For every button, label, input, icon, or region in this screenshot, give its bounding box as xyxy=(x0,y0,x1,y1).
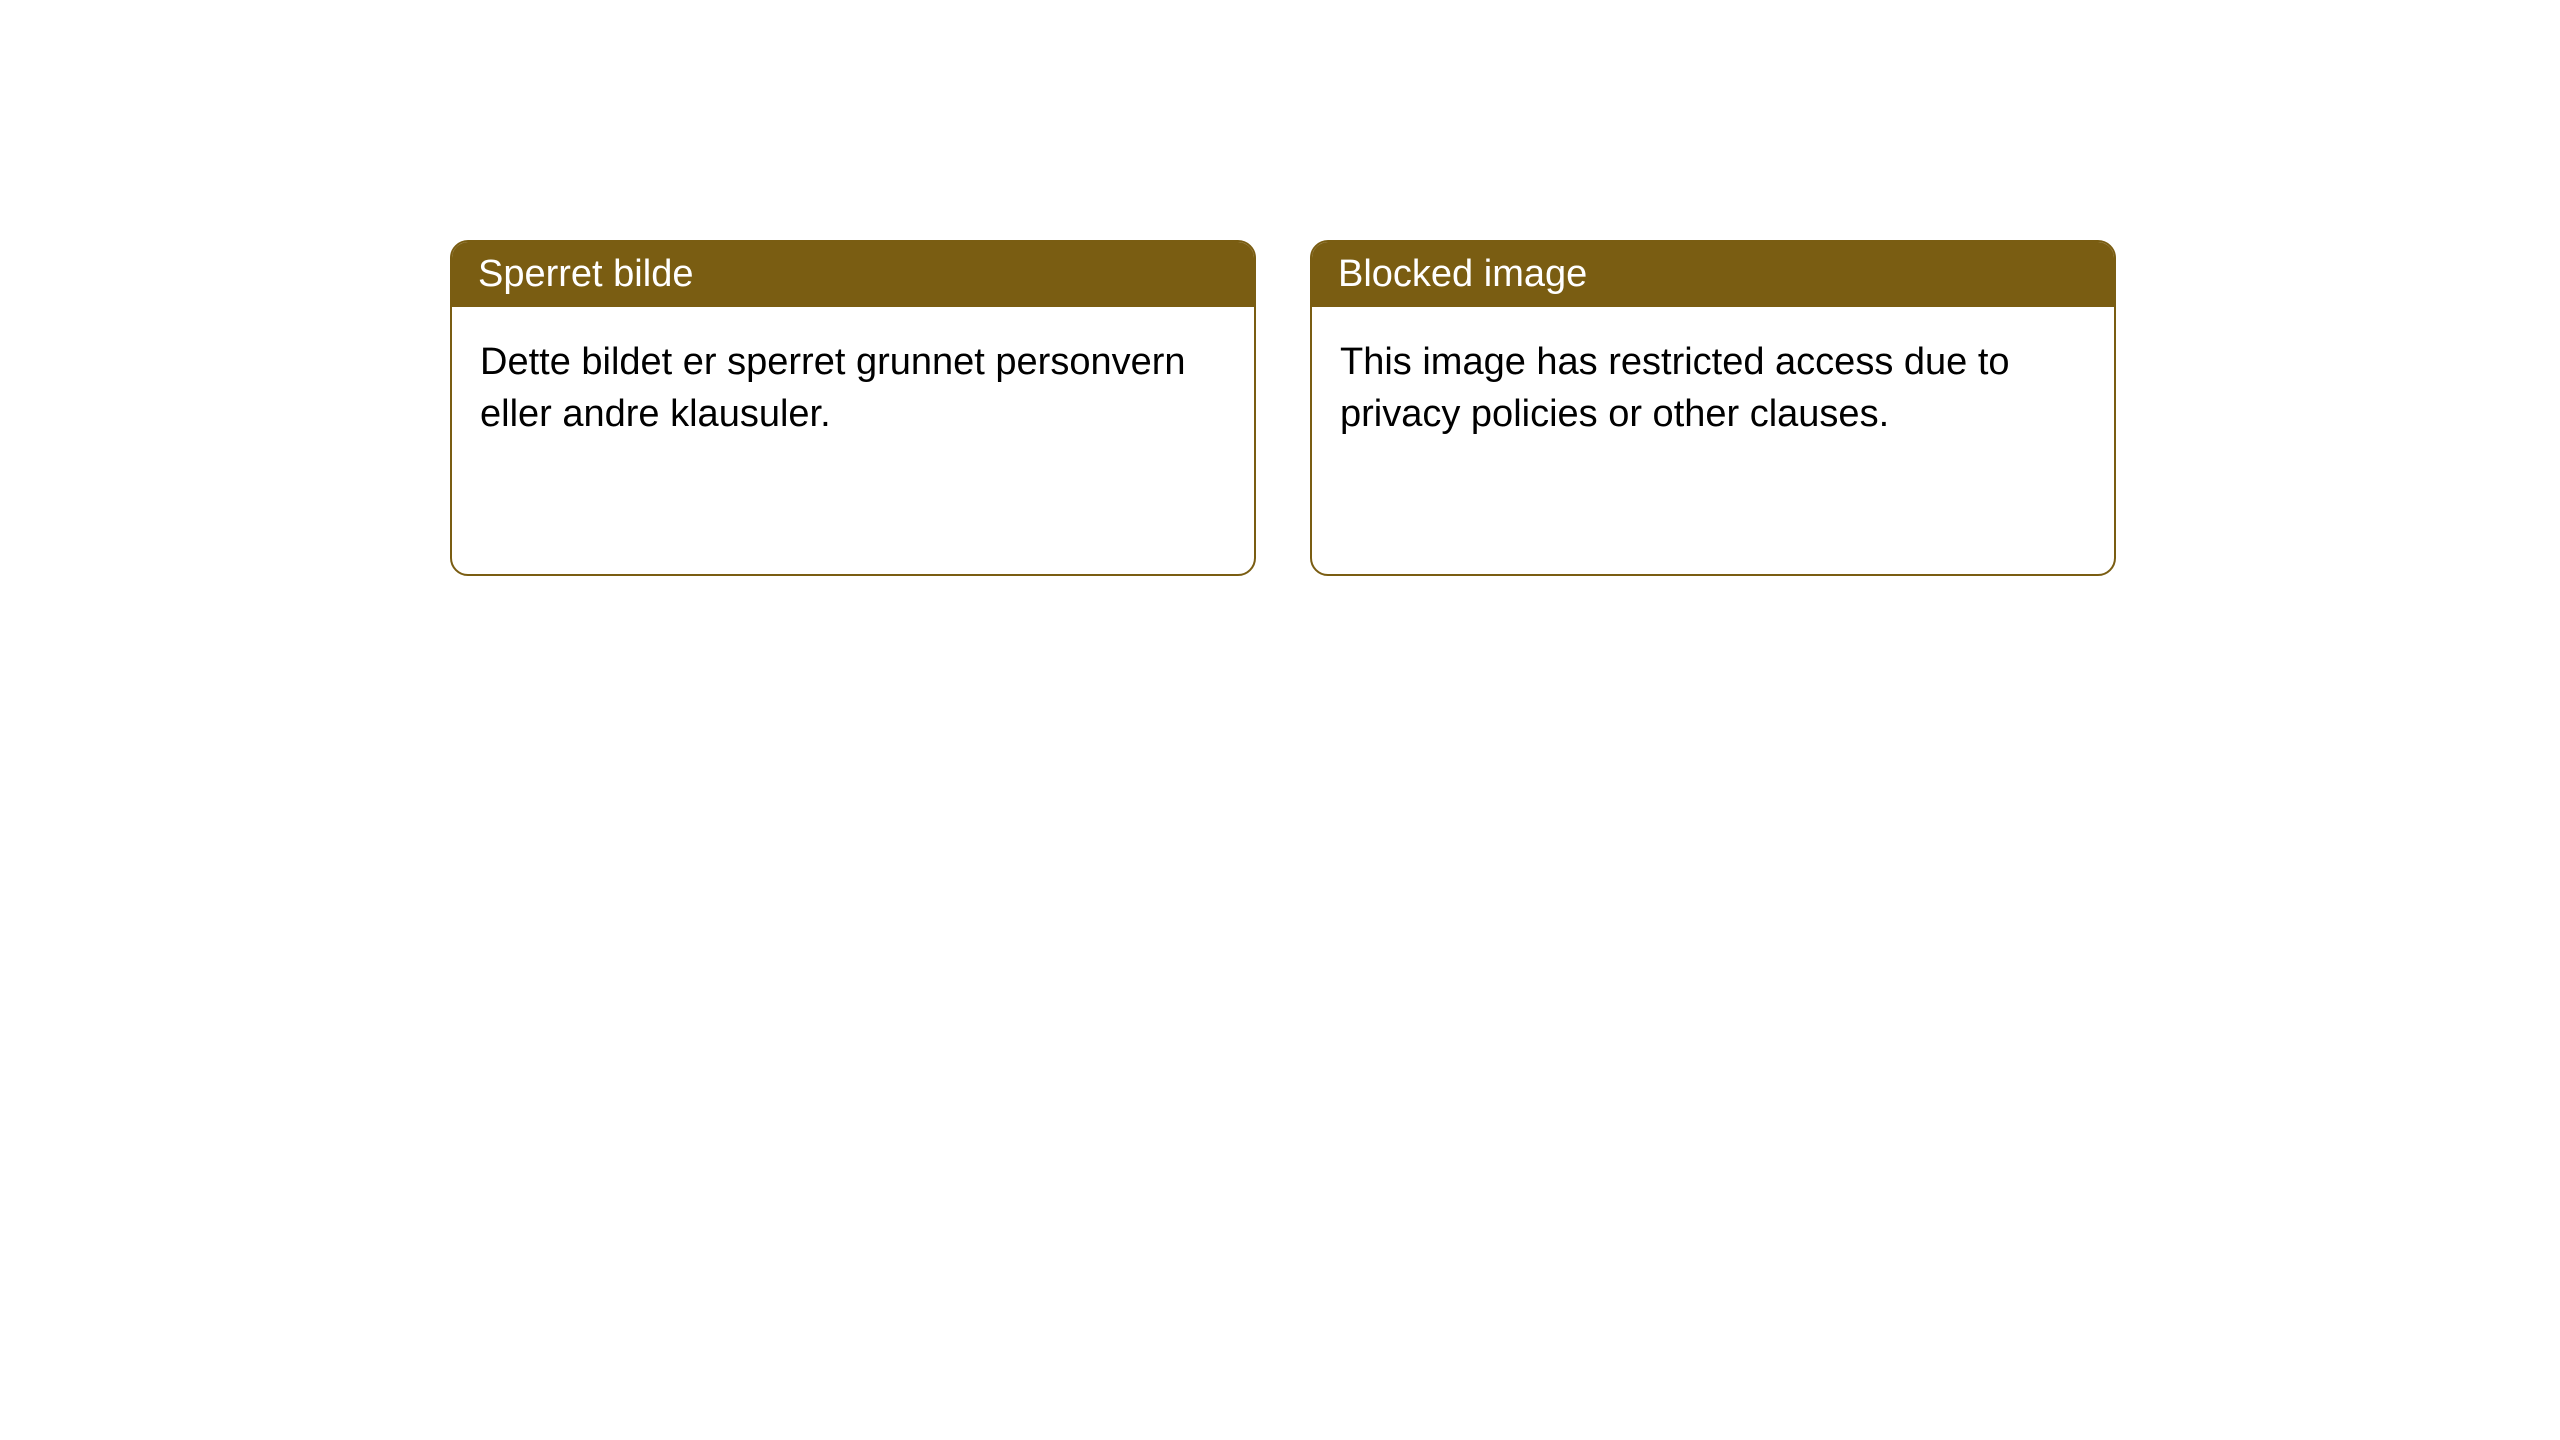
card-header: Blocked image xyxy=(1312,242,2114,307)
card-header: Sperret bilde xyxy=(452,242,1254,307)
notice-card-english: Blocked image This image has restricted … xyxy=(1310,240,2116,576)
notice-cards-container: Sperret bilde Dette bildet er sperret gr… xyxy=(0,0,2560,576)
card-body: Dette bildet er sperret grunnet personve… xyxy=(452,307,1254,470)
notice-card-norwegian: Sperret bilde Dette bildet er sperret gr… xyxy=(450,240,1256,576)
card-body: This image has restricted access due to … xyxy=(1312,307,2114,470)
